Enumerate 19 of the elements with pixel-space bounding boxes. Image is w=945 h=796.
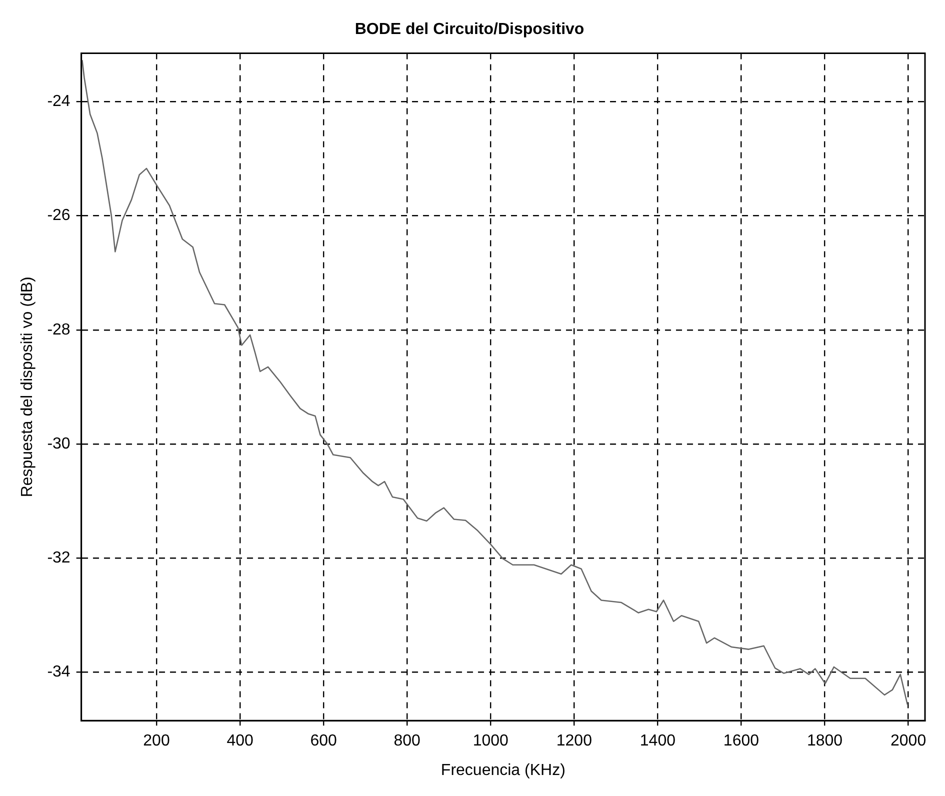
x-tick-label: 1000 <box>472 732 509 750</box>
x-tick-label: 600 <box>310 732 338 750</box>
x-tick-label: 2000 <box>890 732 926 750</box>
x-tick-label: 400 <box>226 732 254 750</box>
x-tick-label: 1200 <box>556 732 592 750</box>
y-tick-label: -24 <box>47 93 70 110</box>
chart-title: BODE del Circuito/Dispositivo <box>354 21 584 38</box>
x-tick-label: 1400 <box>640 732 676 750</box>
x-tick-label: 1800 <box>806 732 843 750</box>
y-tick-label: -30 <box>47 435 70 452</box>
y-tick-label: -34 <box>47 664 70 681</box>
x-axis-title: Frecuencia (KHz) <box>440 762 566 779</box>
y-axis-title: Respuesta del dispositi vo (dB) <box>19 276 36 498</box>
x-tick-label: 800 <box>394 732 421 750</box>
y-tick-label: -28 <box>47 321 70 338</box>
x-tick-label: 200 <box>143 732 170 750</box>
y-tick-label: -32 <box>47 549 70 566</box>
y-tick-label: -26 <box>47 207 70 224</box>
x-tick-label: 1600 <box>723 732 760 750</box>
